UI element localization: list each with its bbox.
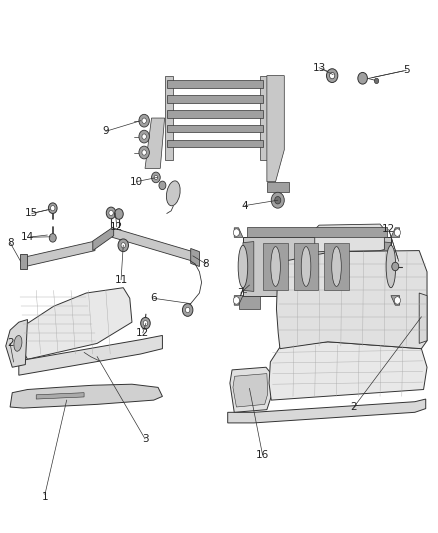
Circle shape xyxy=(233,297,240,304)
Text: 4: 4 xyxy=(242,200,248,211)
Polygon shape xyxy=(167,80,262,88)
Polygon shape xyxy=(113,228,193,261)
Polygon shape xyxy=(391,228,399,237)
Text: 2: 2 xyxy=(7,338,14,349)
Polygon shape xyxy=(93,227,114,251)
Ellipse shape xyxy=(386,245,396,288)
Text: 1: 1 xyxy=(42,492,48,502)
Text: 10: 10 xyxy=(130,176,143,187)
Text: 12: 12 xyxy=(382,224,396,235)
Ellipse shape xyxy=(271,247,280,286)
Text: 7: 7 xyxy=(237,288,244,298)
Polygon shape xyxy=(243,241,254,292)
Circle shape xyxy=(329,72,335,79)
Circle shape xyxy=(159,181,166,190)
Polygon shape xyxy=(36,393,84,399)
Polygon shape xyxy=(165,76,173,160)
Polygon shape xyxy=(276,251,427,349)
Polygon shape xyxy=(20,254,27,269)
Polygon shape xyxy=(145,118,165,168)
Circle shape xyxy=(142,150,146,155)
Text: 8: 8 xyxy=(203,259,209,269)
Text: 16: 16 xyxy=(256,450,269,460)
Text: 2: 2 xyxy=(350,402,357,412)
Text: 11: 11 xyxy=(114,274,128,285)
Polygon shape xyxy=(19,288,132,359)
Text: 14: 14 xyxy=(21,232,34,243)
Polygon shape xyxy=(374,296,395,309)
Circle shape xyxy=(142,134,146,139)
Polygon shape xyxy=(167,140,262,147)
Circle shape xyxy=(185,308,190,313)
Polygon shape xyxy=(167,125,262,132)
Polygon shape xyxy=(234,296,243,305)
Circle shape xyxy=(48,203,57,214)
Circle shape xyxy=(394,297,400,304)
Polygon shape xyxy=(294,243,318,290)
Polygon shape xyxy=(247,227,387,237)
Circle shape xyxy=(139,130,149,143)
Polygon shape xyxy=(167,95,262,103)
Circle shape xyxy=(109,211,113,216)
Polygon shape xyxy=(324,243,349,290)
Polygon shape xyxy=(19,335,162,375)
Polygon shape xyxy=(191,248,199,266)
Circle shape xyxy=(271,192,284,208)
Circle shape xyxy=(154,175,158,180)
Polygon shape xyxy=(233,374,268,407)
Polygon shape xyxy=(315,224,385,252)
Circle shape xyxy=(50,206,55,211)
Text: 15: 15 xyxy=(25,208,39,219)
Circle shape xyxy=(142,118,146,123)
Circle shape xyxy=(233,229,240,236)
Circle shape xyxy=(143,320,148,326)
Ellipse shape xyxy=(301,247,311,286)
Polygon shape xyxy=(239,296,260,309)
Polygon shape xyxy=(25,241,95,266)
Text: 12: 12 xyxy=(136,328,149,338)
Circle shape xyxy=(392,262,399,271)
Circle shape xyxy=(275,197,281,204)
Polygon shape xyxy=(260,76,269,160)
Text: 5: 5 xyxy=(403,66,410,75)
Text: 12: 12 xyxy=(110,222,124,232)
Circle shape xyxy=(394,229,400,236)
Text: 8: 8 xyxy=(7,238,14,248)
Text: 13: 13 xyxy=(312,63,326,72)
Polygon shape xyxy=(267,182,289,192)
Polygon shape xyxy=(380,241,391,292)
Text: 6: 6 xyxy=(150,293,157,303)
Circle shape xyxy=(183,304,193,317)
Polygon shape xyxy=(267,76,284,182)
Circle shape xyxy=(139,114,149,127)
Circle shape xyxy=(106,207,116,219)
Circle shape xyxy=(141,317,150,329)
Polygon shape xyxy=(269,342,427,400)
Polygon shape xyxy=(167,110,262,117)
Text: 9: 9 xyxy=(102,126,109,136)
Ellipse shape xyxy=(238,245,248,288)
Polygon shape xyxy=(234,228,243,237)
Polygon shape xyxy=(6,319,28,367)
Circle shape xyxy=(358,72,367,84)
Ellipse shape xyxy=(332,247,341,286)
Polygon shape xyxy=(228,399,426,423)
Circle shape xyxy=(139,146,149,159)
Circle shape xyxy=(121,243,125,248)
Polygon shape xyxy=(419,293,427,343)
Circle shape xyxy=(374,78,379,84)
Text: 3: 3 xyxy=(142,434,148,444)
Polygon shape xyxy=(10,384,162,408)
Circle shape xyxy=(152,172,160,183)
Circle shape xyxy=(115,209,123,219)
Ellipse shape xyxy=(166,181,180,206)
Circle shape xyxy=(118,239,128,252)
Circle shape xyxy=(49,233,56,242)
Ellipse shape xyxy=(14,335,22,351)
Polygon shape xyxy=(263,243,288,290)
Polygon shape xyxy=(391,296,399,305)
Circle shape xyxy=(326,69,338,83)
Polygon shape xyxy=(230,367,271,413)
Polygon shape xyxy=(243,237,391,296)
